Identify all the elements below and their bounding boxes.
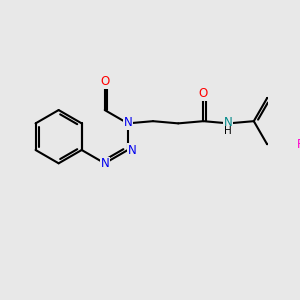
Text: O: O [199,87,208,100]
Text: N: N [100,157,109,170]
Text: N: N [128,143,136,157]
Text: N: N [224,116,233,129]
Text: O: O [100,75,110,88]
Text: F: F [297,138,300,151]
Text: H: H [224,126,232,136]
Text: N: N [124,116,132,129]
